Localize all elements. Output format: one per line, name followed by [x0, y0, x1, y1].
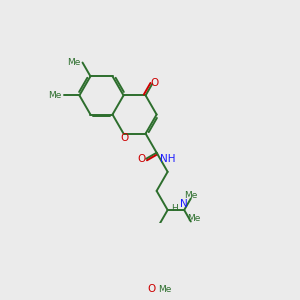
Text: H: H [172, 204, 178, 213]
Text: Me: Me [68, 58, 81, 67]
Text: N: N [180, 200, 188, 209]
Text: O: O [138, 154, 146, 164]
Text: Me: Me [184, 191, 197, 200]
Text: NH: NH [160, 154, 175, 164]
Text: Me: Me [188, 214, 201, 223]
Text: Me: Me [48, 91, 62, 100]
Text: Me: Me [158, 285, 172, 294]
Text: O: O [121, 133, 129, 142]
Text: O: O [148, 284, 156, 294]
Text: O: O [151, 78, 159, 88]
